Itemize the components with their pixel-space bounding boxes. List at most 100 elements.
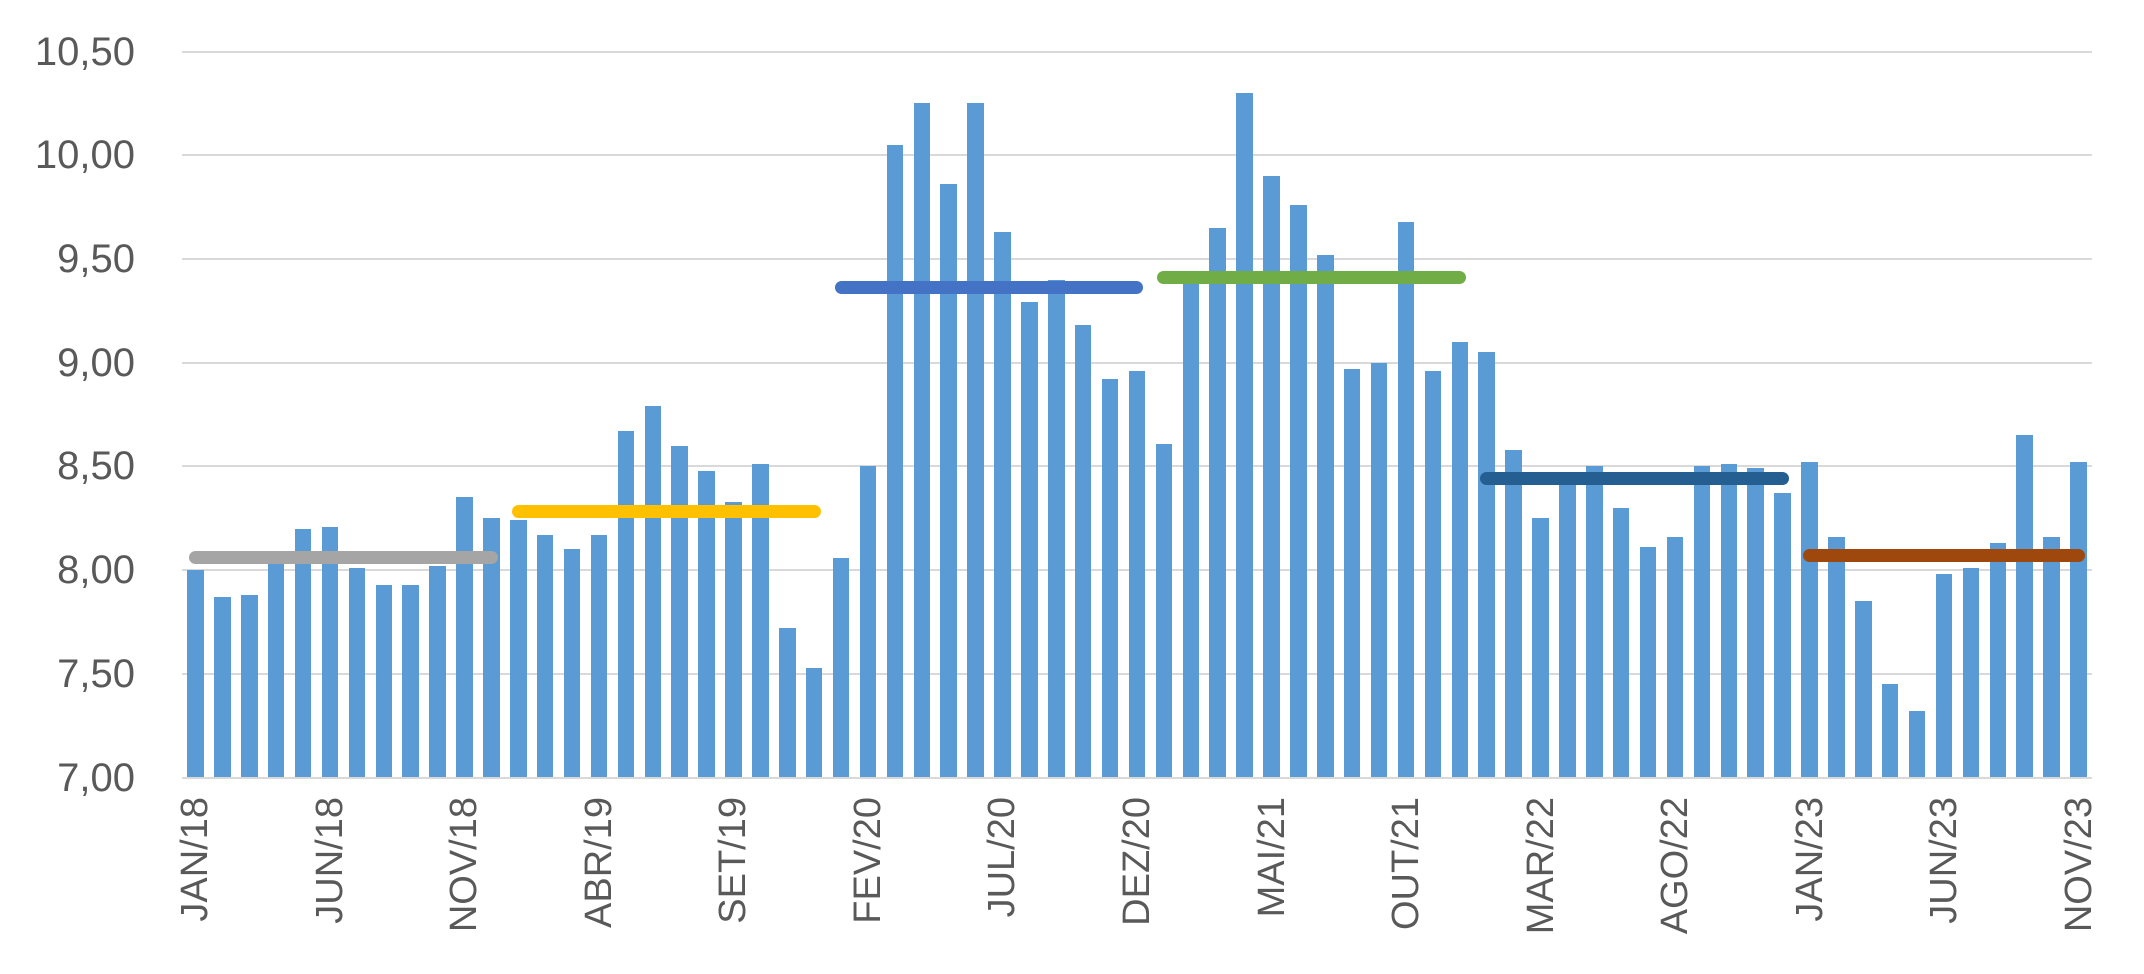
bar [1182,279,1200,778]
x-axis-label: NOV/18 [443,797,486,933]
bar [1881,684,1899,778]
bar [1263,175,1280,778]
bar [617,431,635,778]
bar [779,628,796,778]
x-axis-label: JUN/23 [1923,797,1966,924]
bar [1747,468,1764,778]
y-axis-label: 9,50 [57,236,135,281]
y-axis-label: 7,00 [57,755,135,800]
bar [1693,466,1711,778]
x-axis-label: NOV/23 [2057,797,2100,933]
gridline [182,257,2092,260]
bar [267,563,285,778]
x-axis-label: MAR/22 [1519,797,1562,935]
bar [994,231,1011,778]
y-axis-label: 8,50 [57,444,135,489]
bar [1021,302,1038,778]
average-line-2019 [511,505,821,519]
gridline [182,776,2092,779]
bar [1370,362,1388,778]
average-line-2022 [1480,472,1790,486]
bar [241,594,258,778]
average-line-2018 [188,551,498,565]
bar [1559,482,1576,778]
bar [1048,279,1065,778]
bar [590,534,608,778]
bar [1397,221,1415,778]
bar [940,184,957,778]
bar [1209,227,1226,778]
x-axis-label: JUN/18 [308,797,351,924]
bar [1236,92,1253,778]
x-axis-label: JAN/23 [1788,797,1831,922]
bar [294,528,312,778]
bar [805,667,823,778]
bar [1101,379,1119,778]
bar [1666,536,1684,778]
bar [214,597,231,778]
bar [1989,543,2007,778]
average-line-2023 [1803,549,2086,563]
gridline [182,50,2092,53]
y-axis-label: 8,00 [57,548,135,593]
bar [1451,341,1469,778]
bar [1935,574,1953,778]
bar [1855,601,1872,778]
bar [1317,254,1334,778]
bar [832,557,850,778]
y-axis-label: 10,50 [34,29,135,74]
bar [536,534,554,778]
x-axis-label: AGO/22 [1654,797,1697,935]
x-axis-label: JAN/18 [174,797,217,922]
bar [321,526,339,778]
bar [563,549,581,778]
bar [886,144,904,778]
average-line-2020 [834,281,1144,295]
bar [859,466,877,778]
bar [1424,370,1442,778]
bar [1720,464,1738,778]
bar [725,501,742,778]
bar [456,497,473,778]
y-axis-label: 7,50 [57,651,135,696]
bar [913,103,931,778]
bar [402,584,419,778]
bar [1074,325,1092,778]
bar [1612,507,1630,778]
bar [1962,567,1980,778]
bar [752,464,769,778]
gridline [182,154,2092,157]
bar [1478,352,1495,778]
bar [348,567,366,778]
bar [483,518,500,778]
bar [1343,368,1361,778]
bar [187,570,204,778]
bar [2016,435,2033,778]
bar [1586,466,1603,778]
bar [1290,204,1307,778]
bar [1801,462,1818,778]
bar [510,520,527,778]
y-axis-label: 9,00 [57,340,135,385]
bar [671,445,688,778]
bar [375,584,392,778]
x-axis-label: DEZ/20 [1116,797,1158,926]
bar [1505,449,1522,778]
bar [2070,462,2087,778]
bar [1128,370,1146,778]
bar [1908,711,1926,778]
x-axis-label: ABR/19 [577,797,620,928]
bar [2043,536,2060,778]
y-axis-label: 10,00 [34,133,135,178]
gridline [182,361,2092,364]
bar [1155,443,1173,778]
x-axis-label: SET/19 [712,797,755,924]
x-axis-label: JUL/20 [981,797,1024,918]
bar [1774,493,1791,778]
bar [967,103,984,778]
bar [1828,536,1845,778]
bar [644,406,662,778]
x-axis-label: FEV/20 [846,797,889,924]
average-line-2021 [1157,271,1467,285]
